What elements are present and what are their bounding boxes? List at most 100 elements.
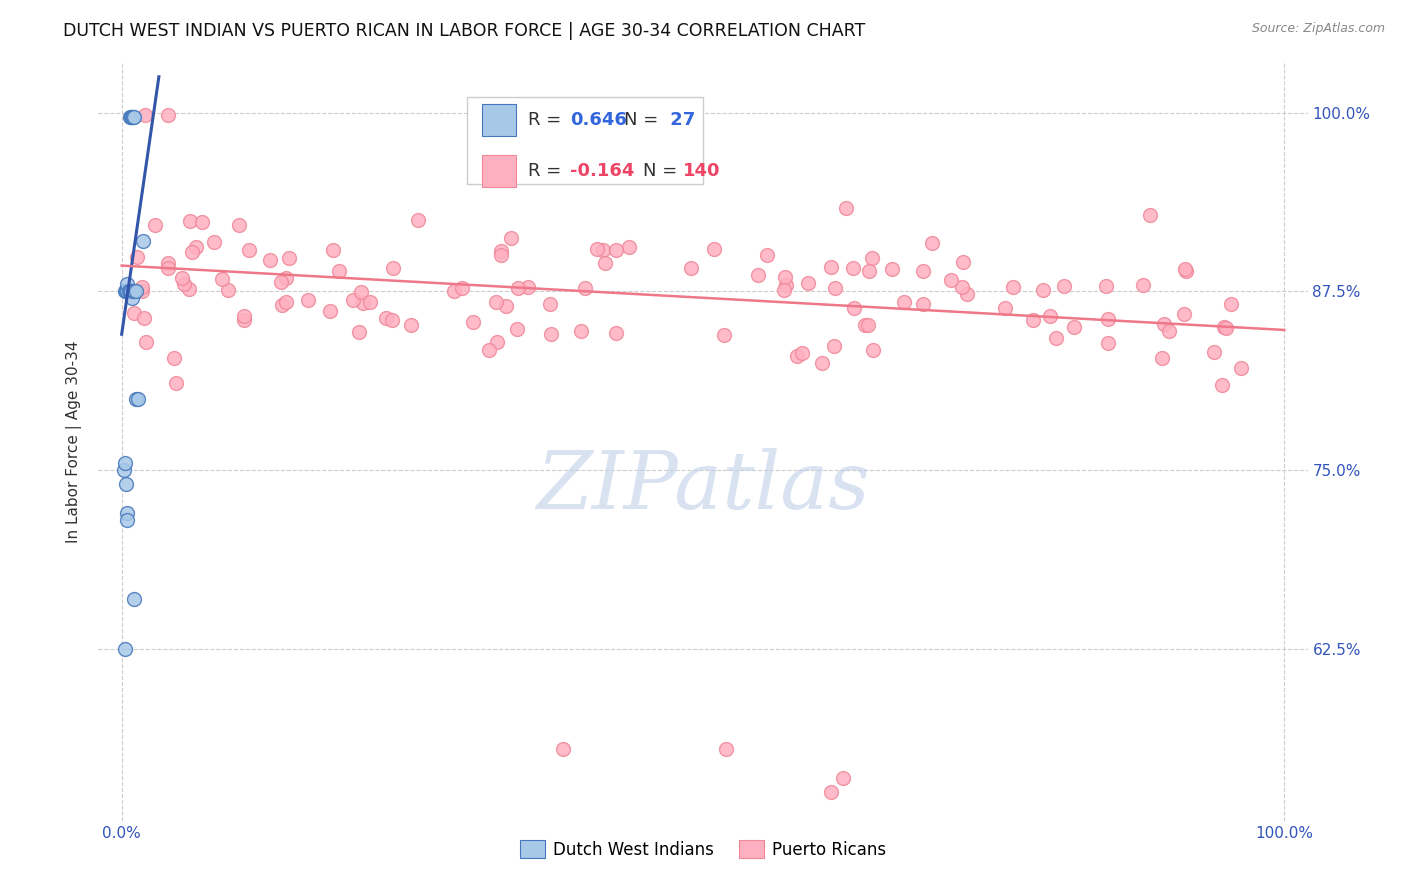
Point — [1204, 345, 1226, 359]
Point — [352, 296, 374, 310]
Point — [538, 296, 561, 310]
Point — [125, 250, 148, 264]
Point — [505, 322, 527, 336]
Point — [408, 213, 430, 227]
Point — [347, 325, 370, 339]
Point — [856, 318, 879, 332]
Point — [1150, 351, 1173, 365]
Point — [170, 271, 193, 285]
Point — [994, 301, 1017, 316]
Point — [342, 293, 364, 308]
Point — [844, 301, 866, 315]
Point — [499, 230, 522, 244]
Point — [121, 110, 143, 124]
Point — [1213, 320, 1236, 334]
Point — [124, 110, 146, 124]
Point — [574, 281, 596, 295]
Point — [478, 343, 501, 357]
Point — [569, 325, 592, 339]
Point — [1219, 296, 1241, 310]
Point — [115, 285, 138, 299]
Point — [824, 281, 846, 295]
Text: R =: R = — [527, 161, 567, 180]
FancyBboxPatch shape — [482, 104, 516, 136]
Text: -0.164: -0.164 — [569, 161, 634, 180]
Point — [810, 356, 832, 370]
Point — [1097, 336, 1119, 351]
Point — [605, 326, 627, 341]
Point — [118, 285, 141, 299]
Point — [233, 309, 256, 323]
Point — [747, 268, 769, 282]
Point — [217, 283, 239, 297]
Point — [112, 463, 135, 477]
Point — [1063, 319, 1085, 334]
Point — [605, 243, 627, 257]
Point — [773, 283, 796, 297]
Point — [157, 255, 180, 269]
Point — [132, 311, 155, 326]
Point — [1039, 309, 1062, 323]
Text: N =: N = — [643, 161, 682, 180]
Point — [1230, 360, 1253, 375]
Point — [853, 318, 876, 332]
Point — [131, 234, 153, 248]
Point — [1215, 321, 1237, 335]
Point — [553, 742, 575, 756]
Point — [950, 280, 973, 294]
Point — [120, 110, 142, 124]
Point — [792, 346, 814, 360]
Point — [124, 285, 146, 299]
Point — [786, 349, 808, 363]
Point — [443, 284, 465, 298]
Point — [120, 285, 142, 299]
Text: R =: R = — [527, 112, 567, 129]
Point — [796, 276, 818, 290]
Point — [118, 285, 141, 299]
Point — [703, 242, 725, 256]
Point — [381, 312, 404, 326]
Point — [489, 244, 512, 258]
Text: 27: 27 — [664, 112, 696, 129]
Point — [1045, 331, 1067, 345]
Point — [297, 293, 319, 308]
Point — [506, 281, 529, 295]
Point — [211, 272, 233, 286]
FancyBboxPatch shape — [467, 96, 703, 184]
Point — [184, 240, 207, 254]
Point — [485, 334, 508, 349]
Point — [121, 292, 143, 306]
Point — [823, 339, 845, 353]
Point — [681, 261, 703, 276]
Point — [179, 214, 201, 228]
Point — [124, 392, 146, 406]
Point — [775, 277, 797, 292]
Point — [461, 314, 484, 328]
Point — [1211, 377, 1233, 392]
Y-axis label: In Labor Force | Age 30-34: In Labor Force | Age 30-34 — [66, 340, 83, 543]
Text: 140: 140 — [682, 161, 720, 180]
Point — [122, 110, 145, 124]
Point — [270, 298, 292, 312]
Point — [617, 240, 640, 254]
Point — [124, 285, 146, 299]
Point — [114, 642, 136, 657]
Point — [157, 260, 180, 275]
Point — [177, 282, 200, 296]
Point — [893, 295, 915, 310]
Point — [820, 260, 842, 275]
Point — [117, 285, 139, 299]
Point — [592, 243, 614, 257]
Point — [173, 277, 195, 291]
Point — [270, 275, 292, 289]
Point — [399, 318, 422, 332]
Point — [131, 279, 153, 293]
Point — [1022, 313, 1045, 327]
Point — [382, 261, 405, 276]
Point — [820, 785, 842, 799]
Point — [516, 280, 538, 294]
Point — [259, 252, 281, 267]
Point — [860, 251, 883, 265]
Point — [1157, 324, 1180, 338]
Point — [831, 771, 853, 785]
